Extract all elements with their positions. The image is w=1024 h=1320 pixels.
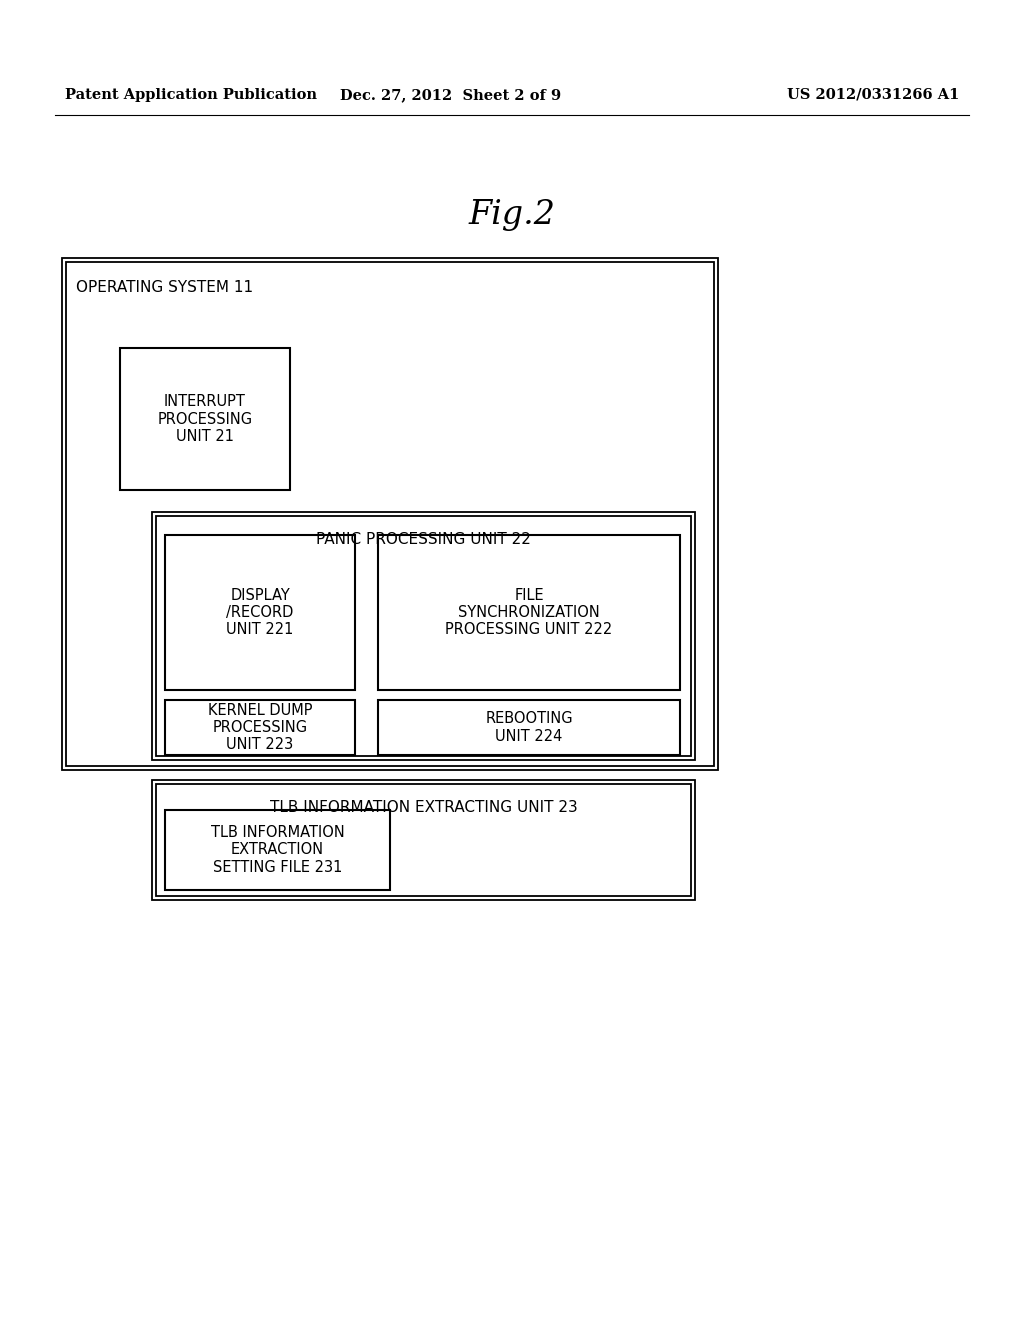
Text: Dec. 27, 2012  Sheet 2 of 9: Dec. 27, 2012 Sheet 2 of 9 bbox=[340, 88, 561, 102]
Text: FILE
SYNCHRONIZATION
PROCESSING UNIT 222: FILE SYNCHRONIZATION PROCESSING UNIT 222 bbox=[445, 587, 612, 638]
Text: TLB INFORMATION
EXTRACTION
SETTING FILE 231: TLB INFORMATION EXTRACTION SETTING FILE … bbox=[211, 825, 344, 875]
Bar bbox=[120, 348, 290, 490]
Text: KERNEL DUMP
PROCESSING
UNIT 223: KERNEL DUMP PROCESSING UNIT 223 bbox=[208, 702, 312, 752]
Bar bbox=[152, 512, 695, 760]
Bar bbox=[378, 535, 680, 690]
Bar bbox=[152, 780, 695, 900]
Bar bbox=[165, 810, 390, 890]
Bar bbox=[156, 784, 691, 896]
Bar bbox=[378, 700, 680, 755]
Text: Fig.2: Fig.2 bbox=[469, 199, 555, 231]
Bar bbox=[66, 261, 714, 766]
Text: Patent Application Publication: Patent Application Publication bbox=[65, 88, 317, 102]
Text: TLB INFORMATION EXTRACTING UNIT 23: TLB INFORMATION EXTRACTING UNIT 23 bbox=[269, 800, 578, 814]
Bar bbox=[62, 257, 718, 770]
Bar bbox=[165, 700, 355, 755]
Text: REBOOTING
UNIT 224: REBOOTING UNIT 224 bbox=[485, 711, 572, 743]
Text: OPERATING SYSTEM 11: OPERATING SYSTEM 11 bbox=[76, 280, 253, 294]
Text: PANIC PROCESSING UNIT 22: PANIC PROCESSING UNIT 22 bbox=[316, 532, 530, 546]
Text: US 2012/0331266 A1: US 2012/0331266 A1 bbox=[786, 88, 959, 102]
Text: DISPLAY
/RECORD
UNIT 221: DISPLAY /RECORD UNIT 221 bbox=[226, 587, 294, 638]
Bar bbox=[165, 535, 355, 690]
Text: INTERRUPT
PROCESSING
UNIT 21: INTERRUPT PROCESSING UNIT 21 bbox=[158, 395, 253, 444]
Bar bbox=[156, 516, 691, 756]
